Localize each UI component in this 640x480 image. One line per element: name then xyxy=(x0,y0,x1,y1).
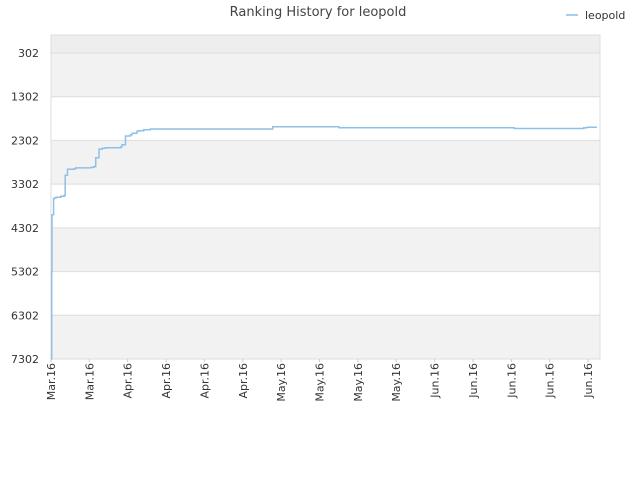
legend-label: leopold xyxy=(585,9,625,22)
legend: leopold xyxy=(566,9,625,22)
x-tick-label: May.16 xyxy=(314,363,327,402)
series-line xyxy=(50,126,597,360)
plot-band xyxy=(51,227,600,272)
plot-band xyxy=(51,315,600,359)
y-axis: 302 1302 2302 3302 4302 5302 6302 7302 xyxy=(11,34,601,366)
y-tick-label: 3302 xyxy=(11,178,39,191)
x-tick-label: Jun.16 xyxy=(582,363,595,399)
x-tick-label: Mar.16 xyxy=(45,363,58,400)
x-tick-label: May.16 xyxy=(390,363,403,402)
y-tick-label: 4302 xyxy=(11,222,39,235)
y-tick-label: 6302 xyxy=(11,309,39,322)
x-tick-label: May.16 xyxy=(275,363,288,402)
x-tick-label: Apr.16 xyxy=(122,363,135,399)
y-tick-label: 302 xyxy=(18,47,39,60)
plot-band xyxy=(51,96,600,141)
chart-title: Ranking History for leopold xyxy=(230,5,407,20)
x-axis: Mar.16 Mar.16 Apr.16 Apr.16 Apr.16 Apr.16 May.… xyxy=(45,359,595,402)
x-tick-label: Mar.16 xyxy=(83,363,96,400)
y-tick-label: 5302 xyxy=(11,266,39,279)
x-tick-label: Apr.16 xyxy=(198,363,211,399)
x-tick-label: Jun.16 xyxy=(505,363,518,399)
x-tick-label: Jun.16 xyxy=(544,363,557,399)
series-group xyxy=(50,126,597,360)
plot-band xyxy=(51,35,600,53)
y-tick-label: 7302 xyxy=(11,353,39,366)
y-tick-label: 1302 xyxy=(11,91,39,104)
x-tick-label: Apr.16 xyxy=(160,363,173,399)
y-tick-label: 2302 xyxy=(11,134,39,147)
plot-band xyxy=(51,184,600,228)
x-tick-label: May.16 xyxy=(352,363,365,402)
plot-band xyxy=(51,140,600,185)
x-tick-label: Jun.16 xyxy=(467,363,480,399)
x-tick-label: Apr.16 xyxy=(237,363,250,399)
plot-border xyxy=(50,34,601,360)
plot-bands xyxy=(51,35,600,359)
x-tick-label: Jun.16 xyxy=(429,363,442,399)
plot-band xyxy=(51,271,600,316)
